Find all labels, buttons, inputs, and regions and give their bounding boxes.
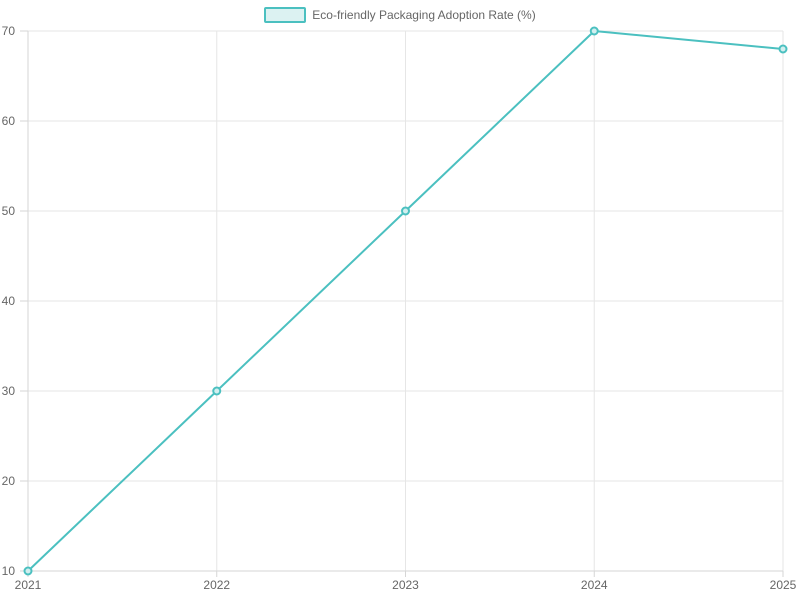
- legend-item-adoption-rate[interactable]: Eco-friendly Packaging Adoption Rate (%): [264, 7, 536, 23]
- y-axis-tick-label: 70: [2, 24, 16, 38]
- y-axis-tick-label: 30: [2, 384, 16, 398]
- data-point-2025[interactable]: [778, 44, 788, 54]
- y-axis-tick-label: 20: [2, 474, 16, 488]
- x-axis-tick-label: 2025: [770, 578, 797, 592]
- x-axis-tick-label: 2024: [581, 578, 608, 592]
- y-axis-tick-label: 50: [2, 204, 16, 218]
- data-point-2022[interactable]: [212, 386, 222, 396]
- y-axis-tick-label: 40: [2, 294, 16, 308]
- x-axis-tick-label: 2021: [15, 578, 42, 592]
- data-point-2021[interactable]: [23, 566, 33, 576]
- x-axis-tick-label: 2023: [392, 578, 419, 592]
- x-axis-tick-label: 2022: [203, 578, 230, 592]
- chart-legend: Eco-friendly Packaging Adoption Rate (%): [0, 7, 800, 23]
- legend-swatch: [264, 7, 307, 23]
- data-point-2023[interactable]: [401, 206, 410, 216]
- legend-label: Eco-friendly Packaging Adoption Rate (%): [312, 8, 536, 22]
- data-point-2024[interactable]: [589, 26, 599, 36]
- y-axis-tick-label: 10: [2, 564, 16, 578]
- y-axis-tick-label: 60: [2, 114, 16, 128]
